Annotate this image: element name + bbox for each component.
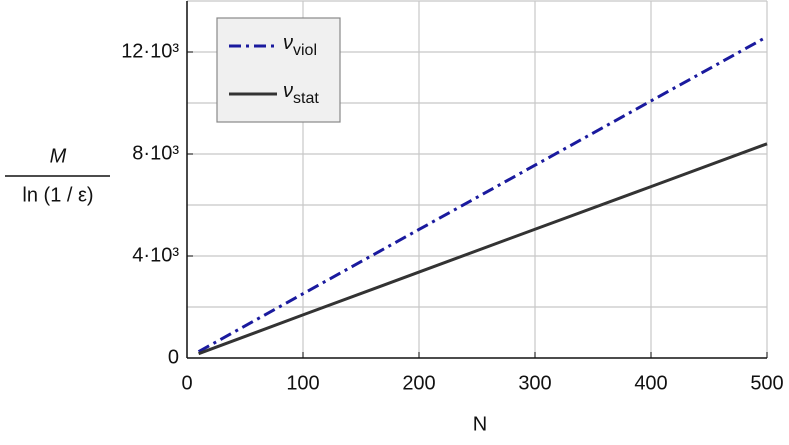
x-tick-label: 500	[750, 372, 783, 394]
y-tick-label: 0	[168, 346, 179, 368]
legend-label: νviol	[283, 32, 317, 59]
x-axis-label: N	[473, 413, 487, 435]
legend-label: νstat	[283, 80, 319, 107]
x-tick-label: 300	[518, 372, 551, 394]
legend-name: ν	[283, 32, 293, 54]
legend-box	[216, 17, 341, 123]
legend-subscript: stat	[293, 90, 319, 107]
legend-subscript: viol	[293, 42, 317, 59]
y-tick-label: 8·10³	[132, 142, 179, 164]
x-tick-label: 400	[634, 372, 667, 394]
y-tick-label: 12·10³	[121, 40, 179, 62]
y-axis-label-numerator: M	[50, 145, 67, 167]
line	[198, 142, 768, 356]
legend-name: ν	[283, 80, 293, 102]
x-tick-label: 0	[181, 372, 192, 394]
y-axis-label-denominator: ln (1 / ε)	[22, 184, 93, 206]
x-tick-label: 100	[286, 372, 319, 394]
y-tick-label: 4·10³	[132, 244, 179, 266]
line	[197, 35, 768, 353]
x-tick-label: 200	[402, 372, 435, 394]
